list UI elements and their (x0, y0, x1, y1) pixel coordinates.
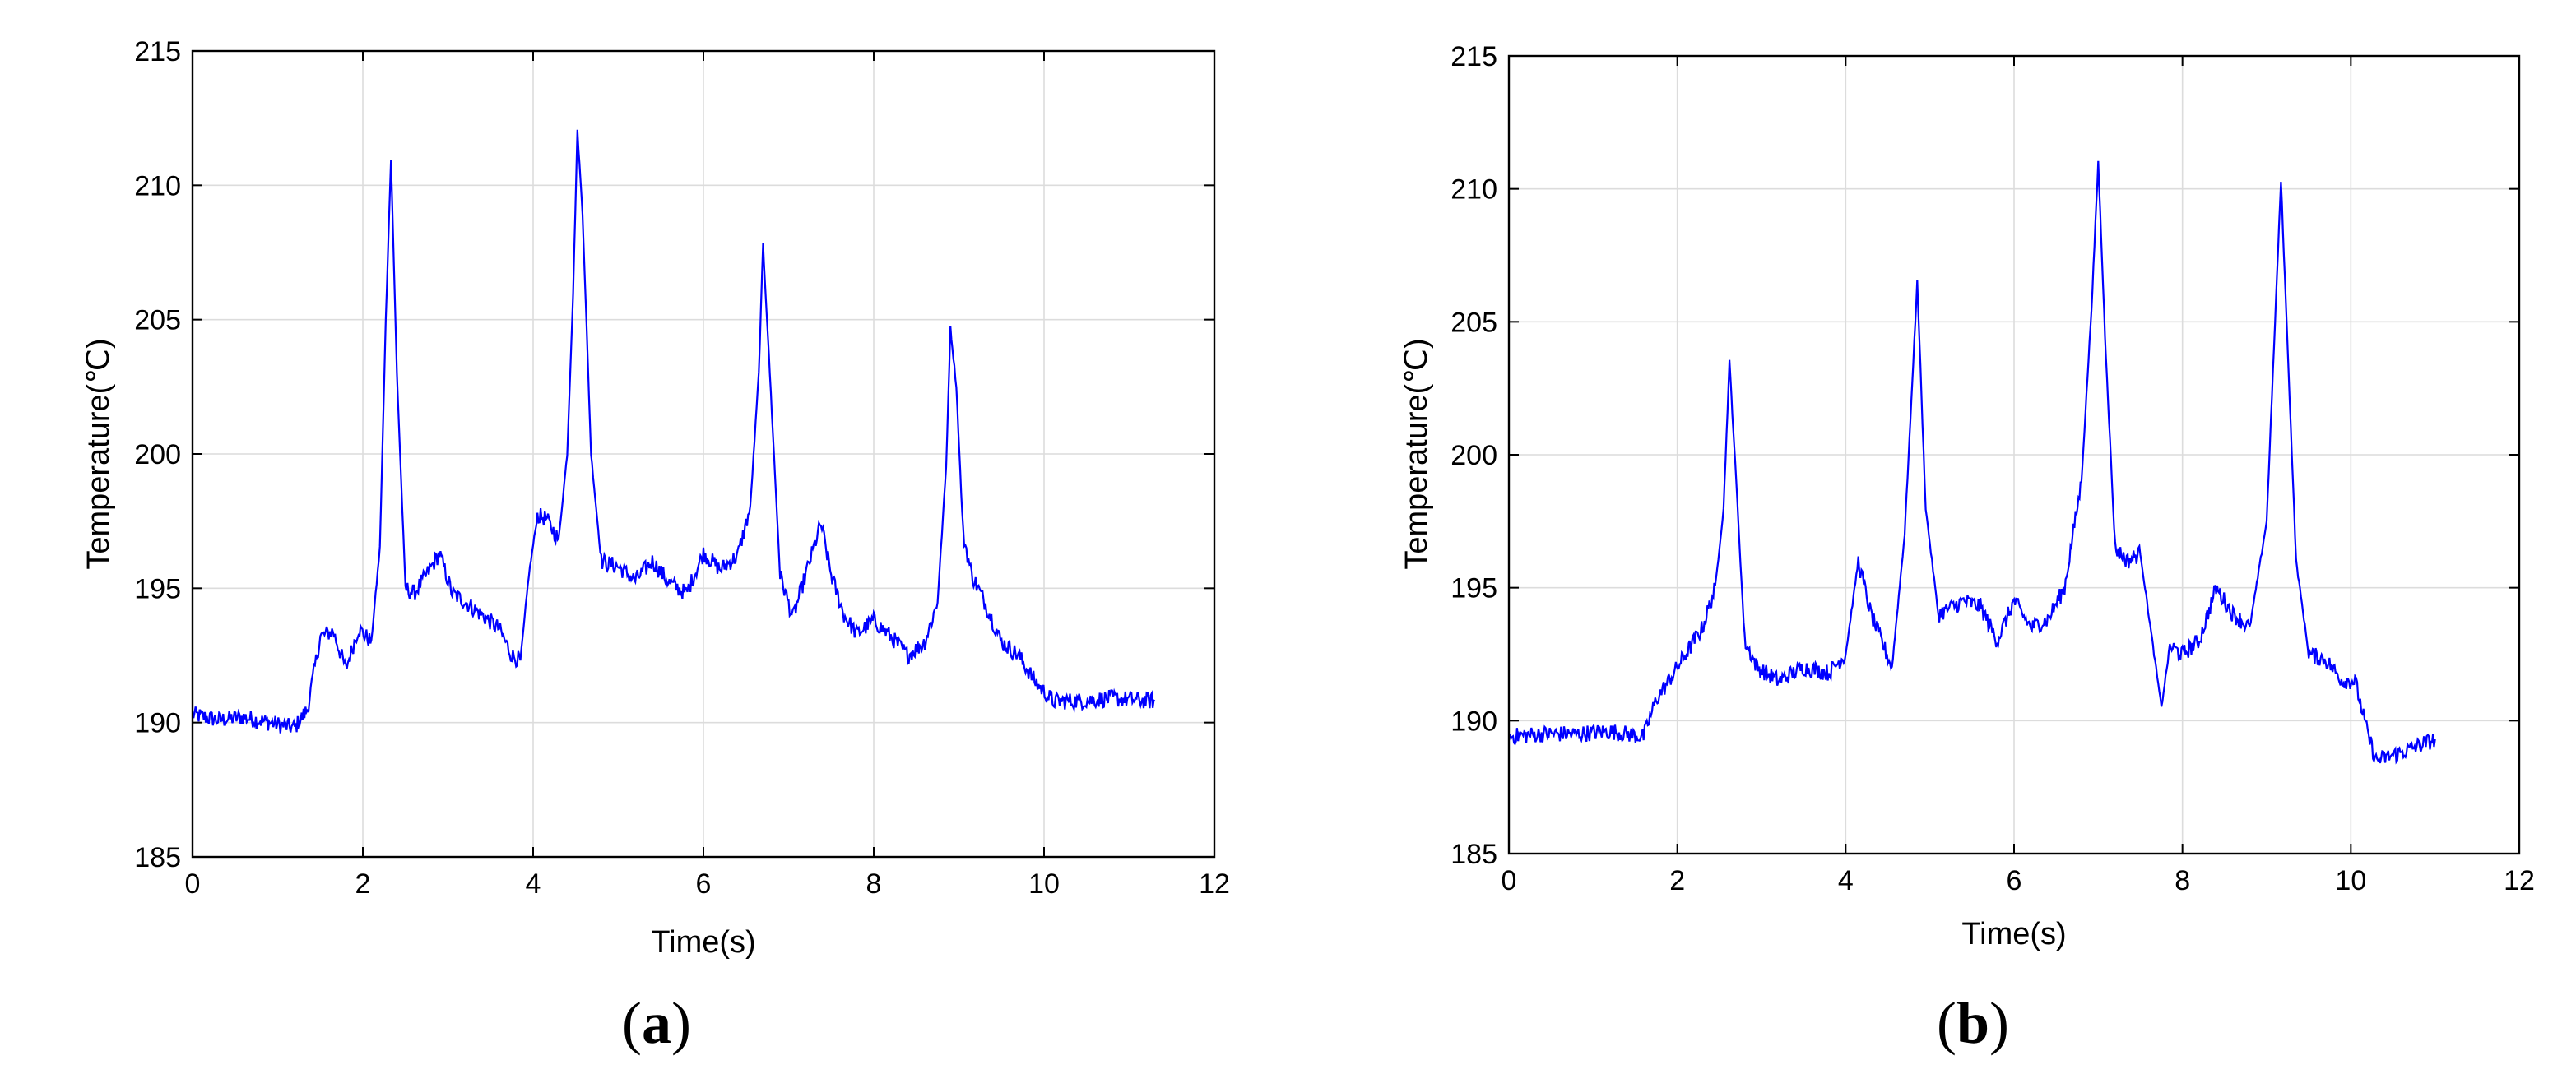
x-tick-label-b: 4 (1838, 865, 1854, 896)
plot-frame-b (1507, 54, 2521, 855)
x-tick-label-b: 12 (2504, 865, 2535, 896)
x-tick-label-a: 6 (696, 868, 712, 900)
y-axis-title-a: Temperature(℃) (81, 338, 116, 569)
grid-a (193, 51, 1214, 857)
y-tick-label-b: 200 (1450, 440, 1497, 471)
y-tick-label-a: 205 (134, 305, 181, 336)
x-tick-label-b: 0 (1502, 865, 1517, 896)
y-tick-label-a: 185 (134, 842, 181, 873)
y-tick-label-a: 200 (134, 439, 181, 470)
y-tick-label-a: 190 (134, 708, 181, 739)
x-tick-label-b: 8 (2175, 865, 2190, 896)
x-tick-label-b: 2 (1669, 865, 1685, 896)
y-tick-label-b: 195 (1450, 573, 1497, 604)
y-tick-label-a: 210 (134, 170, 181, 201)
y-tick-label-b: 215 (1450, 41, 1497, 72)
series-line-b (1508, 160, 2436, 765)
y-tick-label-b: 185 (1450, 839, 1497, 870)
plot-frame-a (191, 49, 1216, 859)
series-line-a (191, 129, 1156, 734)
y-tick-label-b: 190 (1450, 706, 1497, 737)
chart-panel-b: 0 2 4 6 8 10 12 185 190 195 200 205 210 215 Time(s) T… (1399, 41, 2535, 1056)
y-tick-label-a: 195 (134, 573, 181, 604)
x-tick-label-a: 4 (526, 868, 541, 900)
x-tick-label-b: 6 (2007, 865, 2022, 896)
chart-panel-a: 0 2 4 6 8 10 12 185 190 195 200 205 210 215 Time(s) T… (81, 36, 1230, 1056)
x-axis-title-b: Time(s) (1961, 917, 2066, 951)
grid-b (1509, 56, 2519, 854)
x-tick-label-a: 2 (355, 868, 371, 900)
x-tick-label-a: 8 (866, 868, 882, 900)
y-tick-label-a: 215 (134, 36, 181, 67)
x-tick-label-a: 10 (1028, 868, 1060, 900)
x-tick-label-a: 12 (1199, 868, 1230, 900)
ticks-a: 0 2 4 6 8 10 12 185 190 195 200 205 210 215 (134, 36, 1230, 900)
x-tick-label-b: 10 (2335, 865, 2366, 896)
x-tick-label-a: 0 (185, 868, 201, 900)
x-axis-title-a: Time(s) (651, 925, 755, 960)
y-tick-label-b: 205 (1450, 307, 1497, 338)
panel-label-a: (a) (622, 990, 691, 1056)
ticks-b: 0 2 4 6 8 10 12 185 190 195 200 205 210 215 (1450, 41, 2535, 896)
y-tick-label-b: 210 (1450, 174, 1497, 206)
y-axis-title-b: Temperature(℃) (1399, 338, 1434, 569)
panel-label-b: (b) (1937, 990, 2009, 1056)
